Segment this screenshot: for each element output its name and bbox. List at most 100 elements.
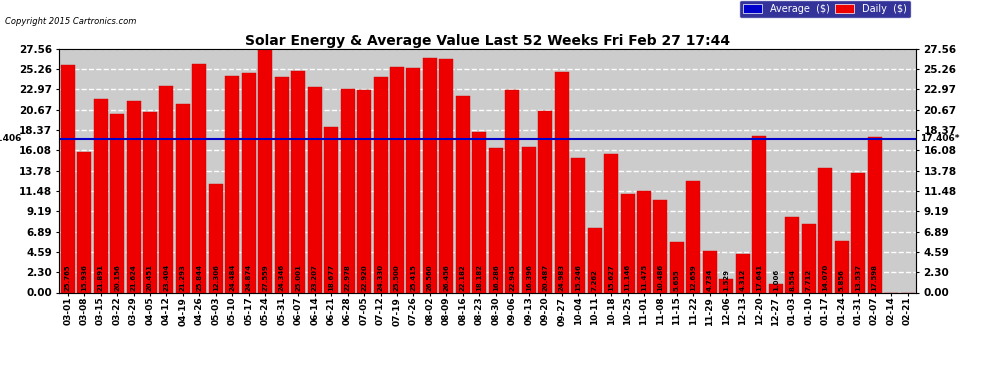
Bar bbox=[291, 71, 305, 292]
Text: 24.346: 24.346 bbox=[279, 264, 285, 291]
Bar bbox=[472, 132, 486, 292]
Bar bbox=[258, 49, 272, 292]
Bar bbox=[110, 114, 124, 292]
Bar bbox=[440, 58, 453, 292]
Text: 5.655: 5.655 bbox=[674, 269, 680, 291]
Bar bbox=[489, 148, 503, 292]
Text: 1.006: 1.006 bbox=[773, 269, 779, 291]
Bar bbox=[769, 284, 783, 292]
Text: 25.001: 25.001 bbox=[295, 264, 301, 291]
Bar bbox=[703, 251, 717, 292]
Bar bbox=[390, 67, 404, 292]
Text: 25.500: 25.500 bbox=[394, 264, 400, 291]
Bar bbox=[653, 200, 667, 292]
Bar bbox=[802, 224, 816, 292]
Text: 22.182: 22.182 bbox=[460, 264, 466, 291]
Bar bbox=[324, 128, 339, 292]
Text: 11.475: 11.475 bbox=[641, 264, 647, 291]
Text: Copyright 2015 Cartronics.com: Copyright 2015 Cartronics.com bbox=[5, 17, 137, 26]
Text: 17.406*: 17.406* bbox=[920, 134, 959, 143]
Text: ← 17.406: ← 17.406 bbox=[0, 134, 22, 143]
Bar bbox=[77, 152, 91, 292]
Text: 22.920: 22.920 bbox=[361, 264, 367, 291]
Bar bbox=[686, 180, 701, 292]
Bar bbox=[554, 72, 568, 292]
Bar bbox=[522, 147, 536, 292]
Text: 16.286: 16.286 bbox=[493, 264, 499, 291]
Text: 20.451: 20.451 bbox=[147, 264, 153, 291]
Text: 15.246: 15.246 bbox=[575, 264, 581, 291]
Text: 25.765: 25.765 bbox=[64, 264, 70, 291]
Text: 18.677: 18.677 bbox=[328, 264, 335, 291]
Text: 24.983: 24.983 bbox=[558, 264, 564, 291]
Title: Solar Energy & Average Value Last 52 Weeks Fri Feb 27 17:44: Solar Energy & Average Value Last 52 Wee… bbox=[245, 34, 731, 48]
Bar bbox=[407, 68, 421, 292]
Text: 16.396: 16.396 bbox=[526, 264, 532, 291]
Bar bbox=[242, 72, 255, 292]
Bar bbox=[752, 136, 766, 292]
Text: 8.554: 8.554 bbox=[789, 269, 795, 291]
Bar bbox=[818, 168, 833, 292]
Text: 11.146: 11.146 bbox=[625, 264, 631, 291]
Bar bbox=[274, 77, 289, 292]
Bar bbox=[143, 112, 157, 292]
Bar bbox=[539, 111, 552, 292]
Bar bbox=[192, 64, 206, 292]
Bar bbox=[60, 64, 74, 292]
Text: 23.207: 23.207 bbox=[312, 264, 318, 291]
Text: 4.734: 4.734 bbox=[707, 268, 713, 291]
Text: 5.856: 5.856 bbox=[839, 269, 844, 291]
Text: 10.486: 10.486 bbox=[657, 264, 663, 291]
Bar bbox=[720, 279, 734, 292]
Text: 15.936: 15.936 bbox=[81, 264, 87, 291]
Text: 13.537: 13.537 bbox=[855, 264, 861, 291]
Bar bbox=[308, 87, 322, 292]
Text: 26.560: 26.560 bbox=[427, 264, 433, 291]
Bar bbox=[357, 90, 371, 292]
Bar bbox=[621, 194, 635, 292]
Text: 23.404: 23.404 bbox=[163, 264, 169, 291]
Bar bbox=[637, 191, 651, 292]
Bar bbox=[867, 137, 881, 292]
Text: 7.262: 7.262 bbox=[592, 269, 598, 291]
Bar bbox=[736, 254, 749, 292]
Bar bbox=[604, 154, 618, 292]
Text: 21.891: 21.891 bbox=[98, 264, 104, 291]
Text: 17.641: 17.641 bbox=[756, 264, 762, 291]
Text: 12.306: 12.306 bbox=[213, 264, 219, 291]
Text: 1.529: 1.529 bbox=[724, 269, 730, 291]
Text: 27.559: 27.559 bbox=[262, 264, 268, 291]
Bar bbox=[341, 89, 354, 292]
Text: 20.156: 20.156 bbox=[114, 264, 120, 291]
Bar bbox=[127, 101, 141, 292]
Bar bbox=[176, 104, 190, 292]
Text: 26.456: 26.456 bbox=[444, 264, 449, 291]
Bar bbox=[785, 217, 799, 292]
Text: 24.484: 24.484 bbox=[230, 264, 236, 291]
Text: 12.659: 12.659 bbox=[690, 264, 696, 291]
Bar bbox=[226, 76, 240, 292]
Bar bbox=[159, 86, 173, 292]
Bar bbox=[94, 99, 108, 292]
Bar bbox=[835, 241, 848, 292]
Text: 24.330: 24.330 bbox=[377, 264, 383, 291]
Text: 25.844: 25.844 bbox=[196, 264, 202, 291]
Text: 21.293: 21.293 bbox=[180, 264, 186, 291]
Text: 20.487: 20.487 bbox=[543, 264, 548, 291]
Bar bbox=[423, 58, 437, 292]
Text: 22.945: 22.945 bbox=[509, 264, 515, 291]
Text: 21.624: 21.624 bbox=[131, 264, 137, 291]
Text: 14.070: 14.070 bbox=[822, 264, 829, 291]
Text: 25.415: 25.415 bbox=[411, 264, 417, 291]
Legend: Average  ($), Daily  ($): Average ($), Daily ($) bbox=[740, 0, 911, 18]
Bar bbox=[455, 96, 470, 292]
Bar bbox=[571, 158, 585, 292]
Text: 15.627: 15.627 bbox=[608, 264, 614, 291]
Text: 24.874: 24.874 bbox=[246, 264, 251, 291]
Bar bbox=[670, 243, 684, 292]
Bar bbox=[505, 90, 520, 292]
Bar bbox=[588, 228, 602, 292]
Text: 22.978: 22.978 bbox=[345, 264, 350, 291]
Bar bbox=[851, 173, 865, 292]
Bar bbox=[209, 184, 223, 292]
